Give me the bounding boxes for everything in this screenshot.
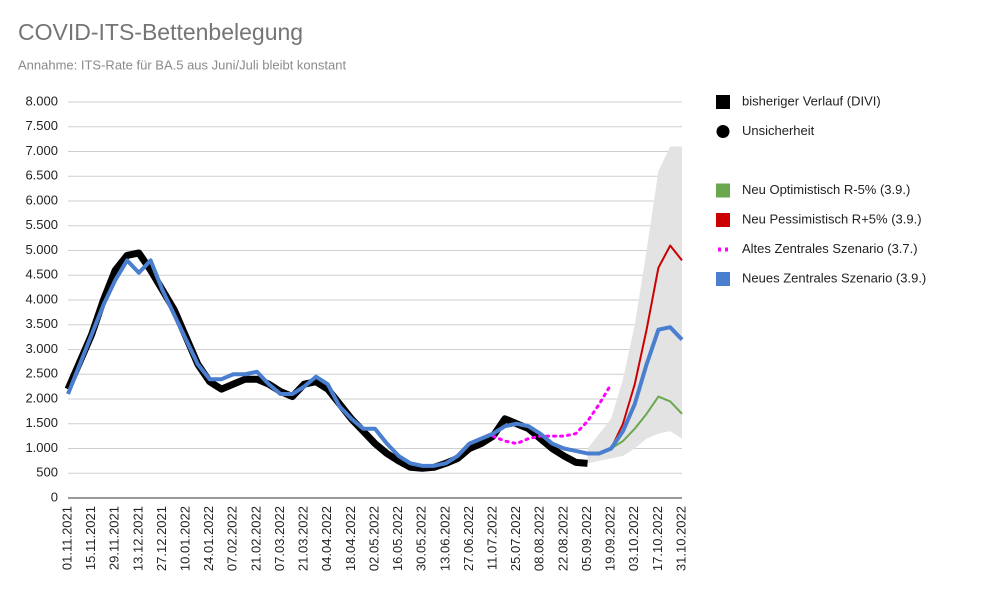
legend-label: Neues Zentrales Szenario (3.9.) — [742, 270, 926, 285]
legend-marker — [716, 213, 730, 227]
y-tick-label: 8.000 — [25, 93, 58, 108]
x-tick-label: 01.11.2021 — [59, 506, 74, 570]
x-tick-label: 22.08.2022 — [555, 506, 570, 571]
y-tick-label: 6.500 — [25, 168, 58, 183]
x-tick-label: 27.06.2022 — [461, 506, 476, 571]
x-tick-label: 07.03.2022 — [272, 506, 287, 571]
x-tick-label: 15.11.2021 — [83, 506, 98, 570]
legend-marker — [716, 125, 730, 138]
chart-title: COVID-ITS-Bettenbelegung — [18, 19, 303, 45]
x-tick-label: 24.01.2022 — [201, 506, 216, 571]
y-tick-label: 6.000 — [25, 192, 58, 207]
x-tick-label: 03.10.2022 — [626, 506, 641, 571]
series-line — [66, 258, 684, 468]
x-tick-label: 11.07.2022 — [485, 506, 500, 570]
y-tick-label: 3.000 — [25, 341, 58, 356]
y-tick-label: 7.500 — [25, 118, 58, 133]
y-tick-label: 7.000 — [25, 143, 58, 158]
x-tick-label: 16.05.2022 — [390, 506, 405, 571]
x-tick-label: 08.08.2022 — [532, 506, 547, 571]
legend-label: Unsicherheit — [742, 123, 815, 138]
y-tick-label: 5.500 — [25, 217, 58, 232]
y-tick-label: 1.000 — [25, 440, 58, 455]
y-tick-label: 4.500 — [25, 267, 58, 282]
legend-marker — [716, 272, 730, 286]
x-tick-label: 21.03.2022 — [296, 506, 311, 571]
legend-marker — [716, 183, 730, 198]
x-tick-label: 25.07.2022 — [508, 506, 523, 571]
uncertainty-band — [587, 146, 682, 464]
y-tick-label: 3.500 — [25, 316, 58, 331]
x-tick-label: 02.05.2022 — [366, 506, 381, 571]
y-tick-label: 500 — [36, 465, 58, 480]
x-tick-label: 07.02.2022 — [225, 506, 240, 571]
legend-label: Neu Optimistisch R-5% (3.9.) — [742, 182, 910, 197]
legend-label: Altes Zentrales Szenario (3.7.) — [742, 241, 918, 256]
y-tick-label: 2.500 — [25, 366, 58, 381]
legend-label: bisheriger Verlauf (DIVI) — [742, 93, 881, 108]
legend-label: Neu Pessimistisch R+5% (3.9.) — [742, 211, 922, 226]
y-tick-label: 4.000 — [25, 291, 58, 306]
series-line — [64, 249, 588, 472]
y-tick-label: 1.500 — [25, 415, 58, 430]
x-tick-label: 05.09.2022 — [579, 506, 594, 571]
x-tick-label: 13.06.2022 — [437, 506, 452, 571]
x-tick-label: 13.12.2021 — [130, 506, 145, 571]
chart-subtitle: Annahme: ITS-Rate für BA.5 aus Juni/Juli… — [18, 57, 346, 72]
x-tick-label: 19.09.2022 — [603, 506, 618, 571]
x-tick-label: 27.12.2021 — [154, 506, 169, 571]
y-tick-label: 2.000 — [25, 390, 58, 405]
x-tick-label: 21.02.2022 — [248, 506, 263, 571]
x-tick-label: 18.04.2022 — [343, 506, 358, 571]
x-tick-label: 31.10.2022 — [673, 506, 688, 571]
series-line — [491, 382, 613, 446]
x-tick-label: 04.04.2022 — [319, 506, 334, 571]
y-tick-label: 5.000 — [25, 242, 58, 257]
y-tick-label: 0 — [51, 489, 58, 504]
x-tick-label: 10.01.2022 — [178, 506, 193, 571]
legend-marker — [716, 95, 730, 109]
x-tick-label: 30.05.2022 — [414, 506, 429, 571]
series-line — [610, 244, 683, 449]
x-tick-label: 29.11.2021 — [107, 506, 122, 570]
x-tick-label: 17.10.2022 — [650, 506, 665, 571]
series-line — [610, 395, 683, 450]
